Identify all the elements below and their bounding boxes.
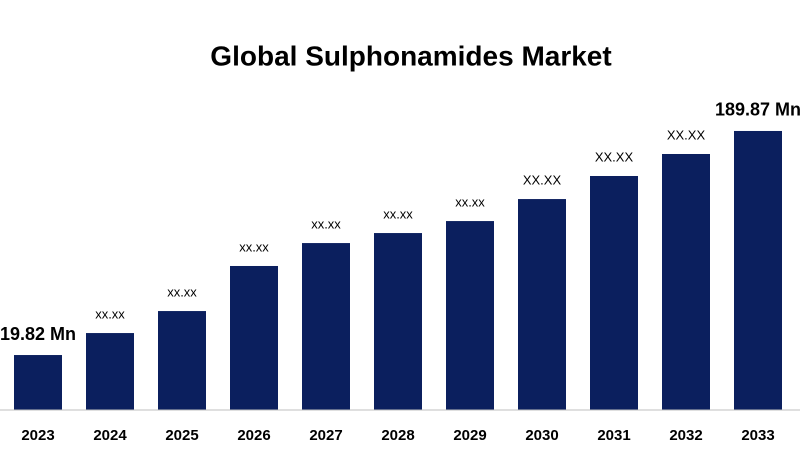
x-tick-label: 2032: [669, 427, 702, 444]
x-tick-label: 2030: [525, 427, 558, 444]
bar: [230, 265, 278, 410]
value-label: 19.82 Mn: [0, 324, 76, 344]
bar: [14, 355, 62, 410]
bar: [590, 175, 638, 410]
bar: [662, 153, 710, 410]
bar: [302, 243, 350, 410]
value-label: xx.xx: [383, 206, 413, 221]
bar: [86, 333, 134, 410]
bar: [518, 199, 566, 410]
value-label: xx.xx: [167, 284, 197, 299]
value-label: XX.XX: [523, 172, 562, 187]
value-label: xx.xx: [239, 239, 269, 254]
x-tick-label: 2024: [93, 427, 127, 444]
value-label: XX.XX: [595, 149, 634, 164]
bar: [734, 130, 782, 410]
x-tick-label: 2033: [741, 427, 774, 444]
x-tick-label: 2031: [597, 427, 630, 444]
x-tick-label: 2027: [309, 427, 342, 444]
bar: [446, 221, 494, 410]
x-tick-label: 2025: [165, 427, 198, 444]
value-label: xx.xx: [95, 306, 125, 321]
value-label: xx.xx: [455, 194, 485, 209]
chart-title: Global Sulphonamides Market: [210, 40, 611, 71]
x-tick-label: 2029: [453, 427, 486, 444]
value-label: xx.xx: [311, 216, 341, 231]
x-tick-label: 2026: [237, 427, 270, 444]
value-label: 189.87 Mn: [715, 100, 800, 120]
bar: [374, 233, 422, 410]
x-tick-label: 2028: [381, 427, 414, 444]
value-label: XX.XX: [667, 127, 706, 142]
bar: [158, 311, 206, 410]
x-tick-label: 2023: [21, 427, 54, 444]
